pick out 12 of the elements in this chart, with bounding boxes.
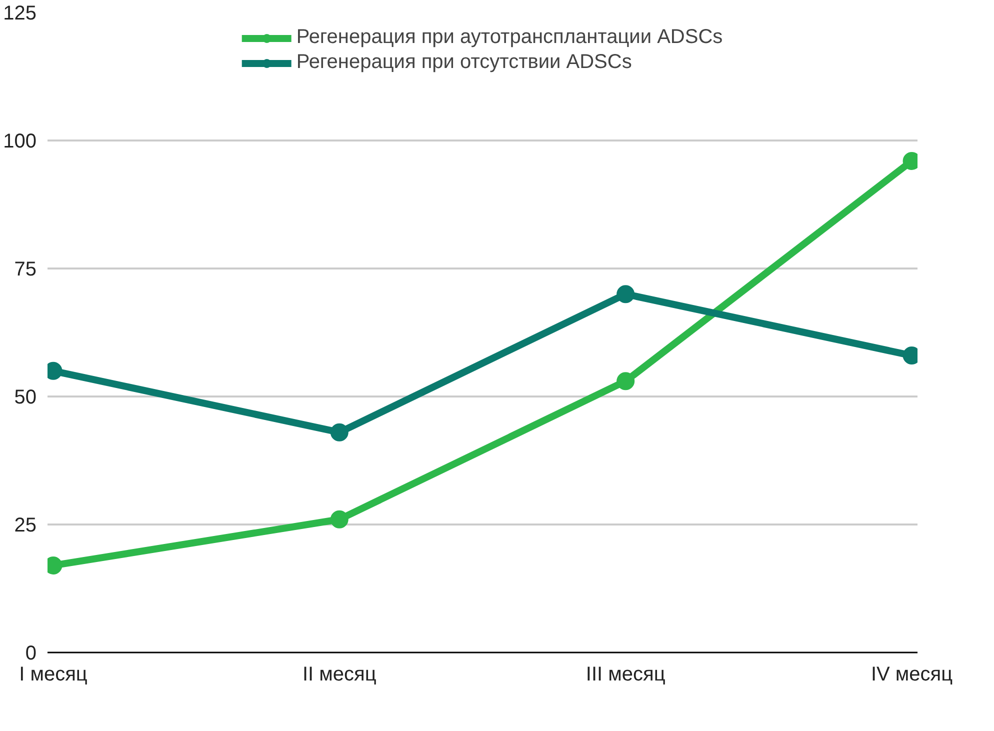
x-tick-label: III месяц — [586, 664, 666, 686]
x-tick-label: II месяц — [302, 664, 376, 686]
y-tick-label: 50 — [14, 386, 37, 408]
y-tick-label: 100 — [3, 130, 37, 152]
legend-label: Регенерация при аутотрансплантации ADSCs — [296, 26, 723, 49]
y-tick-label: 0 — [25, 642, 36, 664]
y-tick-label: 125 — [3, 2, 37, 24]
x-tick-label: I месяц — [19, 664, 88, 686]
x-tick-label: IV месяц — [870, 664, 953, 686]
legend-label: Регенерация при отсутствии ADSCs — [296, 51, 632, 74]
y-tick-label: 75 — [14, 258, 37, 280]
y-tick-label: 25 — [14, 514, 37, 536]
